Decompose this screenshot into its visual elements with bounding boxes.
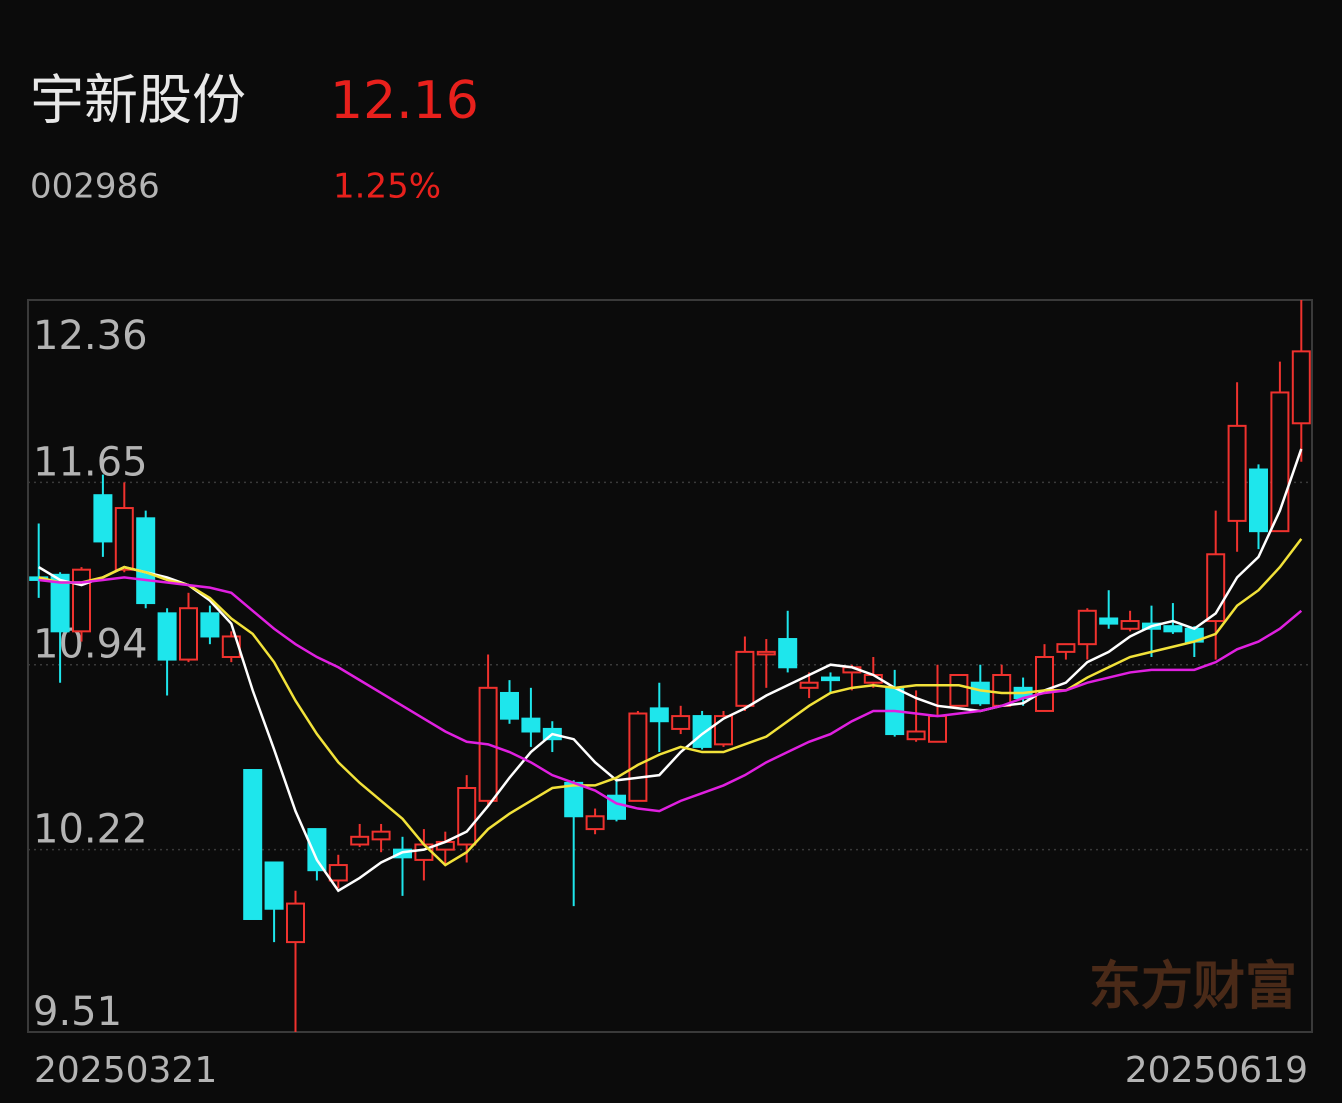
- candle-body: [371, 830, 391, 841]
- x-tick-label: 20250619: [1125, 1050, 1308, 1091]
- y-tick-label: 11.65: [33, 439, 148, 485]
- price: 12.16: [330, 71, 479, 131]
- candle-body: [949, 673, 969, 707]
- candle-body: [1077, 609, 1097, 646]
- candle-body: [970, 681, 990, 705]
- candle-body: [799, 681, 819, 689]
- candle-body: [1291, 350, 1311, 425]
- candle-body: [928, 715, 947, 743]
- moving-average-line: [38, 538, 1303, 867]
- candle-body: [756, 650, 776, 656]
- candle-body: [1163, 625, 1183, 633]
- candle-body: [307, 828, 327, 872]
- candle-body: [692, 715, 712, 748]
- candle-body: [114, 507, 134, 571]
- candle-body: [564, 781, 584, 818]
- candle-body: [157, 612, 177, 661]
- candle-body: [821, 676, 840, 682]
- watermark: 东方财富: [1089, 957, 1297, 1017]
- y-tick-label: 9.51: [33, 989, 122, 1035]
- moving-average-line: [38, 448, 1303, 893]
- candle-body: [457, 787, 477, 846]
- candle-body: [585, 815, 605, 831]
- candle-body: [286, 902, 305, 944]
- y-tick-label: 12.36: [33, 313, 148, 359]
- candle-body: [1249, 468, 1268, 533]
- candle-body: [906, 730, 926, 741]
- stock-code: 002986: [30, 167, 160, 207]
- candle-body: [735, 650, 755, 707]
- candle-body: [1056, 643, 1076, 653]
- candle-body: [992, 673, 1012, 707]
- candle-body: [628, 712, 648, 802]
- candle-body: [350, 835, 370, 846]
- change: 1.25%: [333, 167, 441, 207]
- stock-name: 宇新股份: [30, 69, 246, 132]
- candle-body: [72, 568, 91, 633]
- candle-body: [50, 573, 70, 633]
- candle-body: [1227, 424, 1247, 522]
- candle-body: [778, 638, 798, 669]
- candle-body: [521, 717, 541, 733]
- candle-body: [93, 494, 113, 543]
- candle-body: [243, 769, 263, 920]
- candle-body: [649, 707, 669, 723]
- candle-body: [500, 691, 519, 720]
- moving-average-line: [38, 576, 1303, 813]
- y-tick-label: 10.22: [33, 807, 148, 853]
- candle-body: [1120, 620, 1140, 630]
- candle-body: [1035, 656, 1054, 712]
- candle-body: [671, 715, 691, 730]
- candle-body: [1099, 617, 1119, 625]
- candle-body: [200, 612, 220, 638]
- candle-body: [714, 715, 733, 746]
- candle-body: [264, 861, 284, 910]
- candle-body: [179, 607, 198, 661]
- candle-body: [136, 517, 156, 605]
- x-tick-label: 20250321: [34, 1050, 217, 1091]
- candle-body: [328, 864, 348, 882]
